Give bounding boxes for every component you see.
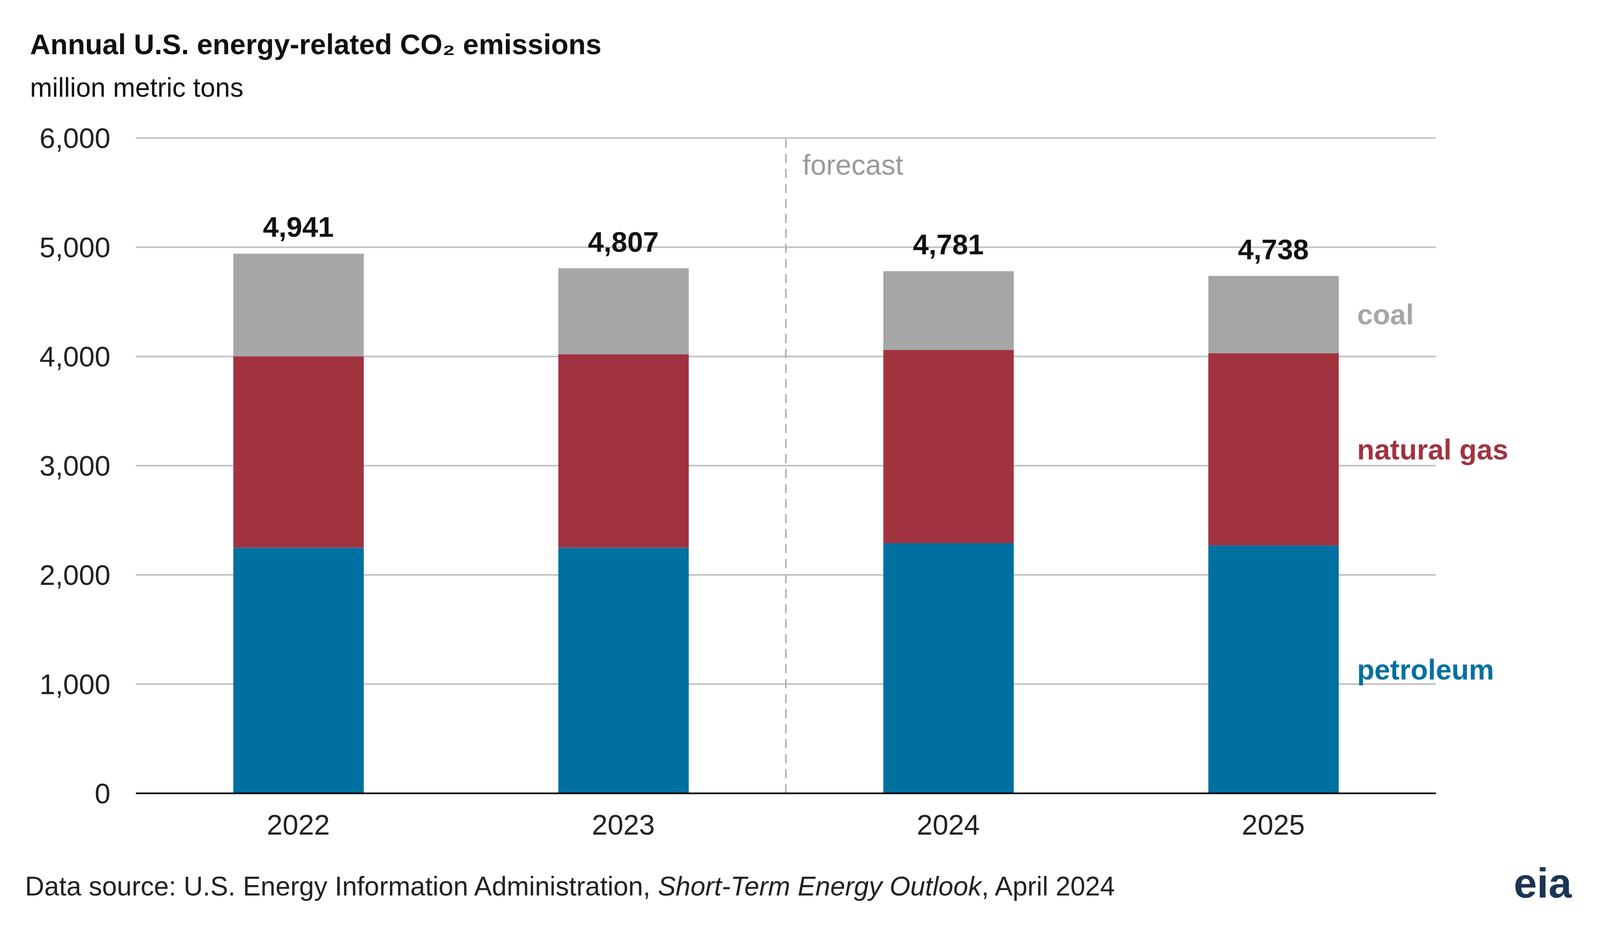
- svg-text:2024: 2024: [916, 808, 980, 840]
- html-text:million metric tons: million metric tons: [30, 72, 244, 103]
- html-text:Data source: U.S. Energy Infor: Data source: U.S. Energy Information Adm…: [25, 870, 1115, 901]
- svg-text:4,807: 4,807: [587, 225, 659, 258]
- svg-text:natural gas: natural gas: [1357, 433, 1509, 465]
- html-text:eia: eia: [1513, 859, 1572, 906]
- svg-text:4,000: 4,000: [39, 340, 111, 373]
- html-text:Annual U.S. energy-related CO₂: Annual U.S. energy-related CO₂ emissions: [30, 28, 602, 60]
- svg-text:3,000: 3,000: [39, 449, 111, 482]
- svg-text:4,941: 4,941: [262, 210, 334, 243]
- svg-text:4,738: 4,738: [1237, 233, 1309, 265]
- svg-text:6,000: 6,000: [39, 122, 111, 154]
- svg-text:2022: 2022: [266, 808, 330, 840]
- svg-text:coal: coal: [1357, 298, 1414, 330]
- svg-text:5,000: 5,000: [39, 231, 111, 263]
- svg-text:2,000: 2,000: [39, 558, 111, 591]
- svg-text:1,000: 1,000: [39, 667, 111, 700]
- svg-text:0: 0: [94, 777, 111, 809]
- svg-text:forecast: forecast: [802, 148, 904, 181]
- svg-text:2023: 2023: [591, 808, 655, 840]
- svg-text:4,781: 4,781: [912, 228, 984, 260]
- svg-text:2025: 2025: [1241, 808, 1305, 840]
- svg-text:petroleum: petroleum: [1357, 653, 1495, 685]
